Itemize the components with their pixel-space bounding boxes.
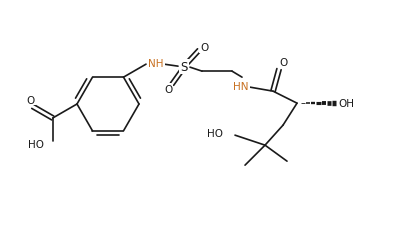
Text: O: O bbox=[27, 95, 35, 105]
Text: HO: HO bbox=[206, 129, 223, 139]
Text: O: O bbox=[199, 43, 208, 53]
Text: S: S bbox=[180, 60, 187, 73]
Text: OH: OH bbox=[337, 99, 353, 109]
Text: O: O bbox=[164, 85, 172, 95]
Text: HO: HO bbox=[28, 139, 44, 149]
Text: NH: NH bbox=[148, 59, 164, 69]
Text: HN: HN bbox=[233, 82, 248, 92]
Text: O: O bbox=[278, 58, 287, 68]
